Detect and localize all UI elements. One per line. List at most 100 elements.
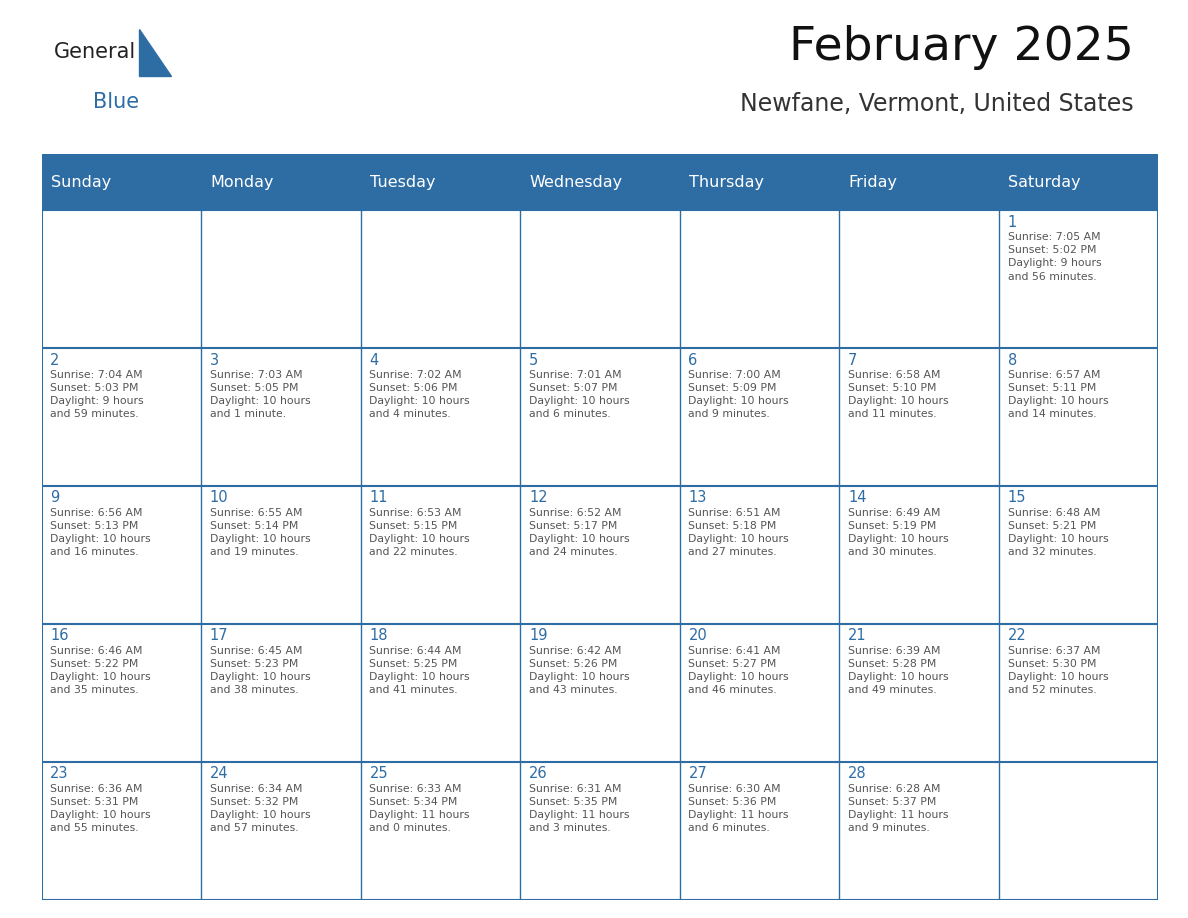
Bar bbox=[42, 348, 201, 486]
Text: Sunset: 5:15 PM: Sunset: 5:15 PM bbox=[369, 521, 457, 531]
Bar bbox=[999, 762, 1158, 900]
Text: Sunrise: 6:53 AM: Sunrise: 6:53 AM bbox=[369, 508, 462, 518]
Text: and 56 minutes.: and 56 minutes. bbox=[1007, 272, 1097, 282]
Text: 15: 15 bbox=[1007, 490, 1026, 506]
Text: Daylight: 10 hours: Daylight: 10 hours bbox=[689, 397, 789, 407]
Text: Daylight: 10 hours: Daylight: 10 hours bbox=[369, 672, 470, 682]
Bar bbox=[201, 348, 361, 486]
Text: 20: 20 bbox=[689, 628, 707, 644]
Text: and 27 minutes.: and 27 minutes. bbox=[689, 547, 777, 557]
Text: Sunrise: 6:58 AM: Sunrise: 6:58 AM bbox=[848, 370, 941, 380]
Bar bbox=[361, 210, 520, 348]
Text: 25: 25 bbox=[369, 767, 388, 781]
Text: Sunrise: 7:05 AM: Sunrise: 7:05 AM bbox=[1007, 232, 1100, 242]
Text: Daylight: 11 hours: Daylight: 11 hours bbox=[369, 810, 470, 820]
Text: and 11 minutes.: and 11 minutes. bbox=[848, 409, 936, 420]
Text: Daylight: 10 hours: Daylight: 10 hours bbox=[210, 534, 310, 544]
Text: General: General bbox=[53, 42, 135, 62]
Bar bbox=[201, 762, 361, 900]
Text: Sunrise: 6:55 AM: Sunrise: 6:55 AM bbox=[210, 508, 303, 518]
Text: Sunrise: 6:46 AM: Sunrise: 6:46 AM bbox=[50, 645, 143, 655]
Text: and 16 minutes.: and 16 minutes. bbox=[50, 547, 139, 557]
Text: and 6 minutes.: and 6 minutes. bbox=[689, 823, 770, 834]
Text: Saturday: Saturday bbox=[1009, 174, 1081, 190]
Bar bbox=[680, 624, 839, 762]
Bar bbox=[680, 348, 839, 486]
Text: 23: 23 bbox=[50, 767, 69, 781]
Text: Daylight: 10 hours: Daylight: 10 hours bbox=[1007, 672, 1108, 682]
Text: Sunrise: 6:30 AM: Sunrise: 6:30 AM bbox=[689, 784, 781, 793]
Bar bbox=[42, 624, 201, 762]
Text: Sunrise: 6:37 AM: Sunrise: 6:37 AM bbox=[1007, 645, 1100, 655]
Text: Daylight: 10 hours: Daylight: 10 hours bbox=[848, 672, 949, 682]
Bar bbox=[839, 348, 999, 486]
Bar bbox=[680, 486, 839, 624]
Text: Sunset: 5:03 PM: Sunset: 5:03 PM bbox=[50, 383, 139, 393]
Text: 14: 14 bbox=[848, 490, 866, 506]
Bar bbox=[839, 210, 999, 348]
Text: Sunset: 5:05 PM: Sunset: 5:05 PM bbox=[210, 383, 298, 393]
Text: 26: 26 bbox=[529, 767, 548, 781]
Text: and 35 minutes.: and 35 minutes. bbox=[50, 685, 139, 695]
Text: Sunrise: 6:56 AM: Sunrise: 6:56 AM bbox=[50, 508, 143, 518]
Bar bbox=[361, 154, 520, 210]
Bar bbox=[999, 624, 1158, 762]
Text: Sunset: 5:36 PM: Sunset: 5:36 PM bbox=[689, 797, 777, 807]
Text: Sunset: 5:06 PM: Sunset: 5:06 PM bbox=[369, 383, 457, 393]
Text: and 57 minutes.: and 57 minutes. bbox=[210, 823, 298, 834]
Text: and 14 minutes.: and 14 minutes. bbox=[1007, 409, 1097, 420]
Text: Daylight: 10 hours: Daylight: 10 hours bbox=[529, 672, 630, 682]
Text: and 4 minutes.: and 4 minutes. bbox=[369, 409, 451, 420]
Text: Sunrise: 7:00 AM: Sunrise: 7:00 AM bbox=[689, 370, 782, 380]
Text: and 32 minutes.: and 32 minutes. bbox=[1007, 547, 1097, 557]
Text: and 49 minutes.: and 49 minutes. bbox=[848, 685, 936, 695]
Text: Sunset: 5:19 PM: Sunset: 5:19 PM bbox=[848, 521, 936, 531]
Text: Daylight: 10 hours: Daylight: 10 hours bbox=[210, 672, 310, 682]
Text: 28: 28 bbox=[848, 767, 866, 781]
Text: Daylight: 10 hours: Daylight: 10 hours bbox=[529, 397, 630, 407]
Text: Daylight: 9 hours: Daylight: 9 hours bbox=[1007, 258, 1101, 268]
Text: Sunday: Sunday bbox=[51, 174, 112, 190]
Text: 19: 19 bbox=[529, 628, 548, 644]
Text: Sunrise: 7:03 AM: Sunrise: 7:03 AM bbox=[210, 370, 303, 380]
Text: Sunset: 5:14 PM: Sunset: 5:14 PM bbox=[210, 521, 298, 531]
Bar bbox=[42, 210, 201, 348]
Text: 2: 2 bbox=[50, 353, 59, 367]
Bar bbox=[839, 762, 999, 900]
Text: 16: 16 bbox=[50, 628, 69, 644]
Text: Sunset: 5:02 PM: Sunset: 5:02 PM bbox=[1007, 245, 1097, 255]
Text: Sunrise: 6:51 AM: Sunrise: 6:51 AM bbox=[689, 508, 781, 518]
Text: Sunset: 5:23 PM: Sunset: 5:23 PM bbox=[210, 659, 298, 669]
Text: Sunrise: 6:41 AM: Sunrise: 6:41 AM bbox=[689, 645, 781, 655]
Text: Sunrise: 6:48 AM: Sunrise: 6:48 AM bbox=[1007, 508, 1100, 518]
Text: and 41 minutes.: and 41 minutes. bbox=[369, 685, 459, 695]
Text: Daylight: 10 hours: Daylight: 10 hours bbox=[50, 534, 151, 544]
Text: Blue: Blue bbox=[93, 93, 139, 112]
Text: Daylight: 11 hours: Daylight: 11 hours bbox=[848, 810, 948, 820]
Text: and 19 minutes.: and 19 minutes. bbox=[210, 547, 298, 557]
Text: Sunset: 5:17 PM: Sunset: 5:17 PM bbox=[529, 521, 618, 531]
Text: and 22 minutes.: and 22 minutes. bbox=[369, 547, 459, 557]
Text: Daylight: 10 hours: Daylight: 10 hours bbox=[50, 810, 151, 820]
Text: 6: 6 bbox=[689, 353, 697, 367]
Text: Sunrise: 7:02 AM: Sunrise: 7:02 AM bbox=[369, 370, 462, 380]
Text: 9: 9 bbox=[50, 490, 59, 506]
Text: Wednesday: Wednesday bbox=[530, 174, 623, 190]
Text: and 9 minutes.: and 9 minutes. bbox=[848, 823, 930, 834]
Bar bbox=[42, 762, 201, 900]
Text: Sunset: 5:21 PM: Sunset: 5:21 PM bbox=[1007, 521, 1095, 531]
Text: Sunset: 5:30 PM: Sunset: 5:30 PM bbox=[1007, 659, 1097, 669]
Bar bbox=[680, 762, 839, 900]
Text: and 46 minutes.: and 46 minutes. bbox=[689, 685, 777, 695]
Text: Daylight: 10 hours: Daylight: 10 hours bbox=[369, 534, 470, 544]
Text: Daylight: 10 hours: Daylight: 10 hours bbox=[50, 672, 151, 682]
Text: and 0 minutes.: and 0 minutes. bbox=[369, 823, 451, 834]
Text: Sunset: 5:31 PM: Sunset: 5:31 PM bbox=[50, 797, 139, 807]
Text: Sunrise: 6:45 AM: Sunrise: 6:45 AM bbox=[210, 645, 303, 655]
Text: and 30 minutes.: and 30 minutes. bbox=[848, 547, 937, 557]
Text: and 24 minutes.: and 24 minutes. bbox=[529, 547, 618, 557]
Text: 18: 18 bbox=[369, 628, 388, 644]
Text: and 1 minute.: and 1 minute. bbox=[210, 409, 286, 420]
Bar bbox=[42, 154, 201, 210]
Text: Sunrise: 6:44 AM: Sunrise: 6:44 AM bbox=[369, 645, 462, 655]
